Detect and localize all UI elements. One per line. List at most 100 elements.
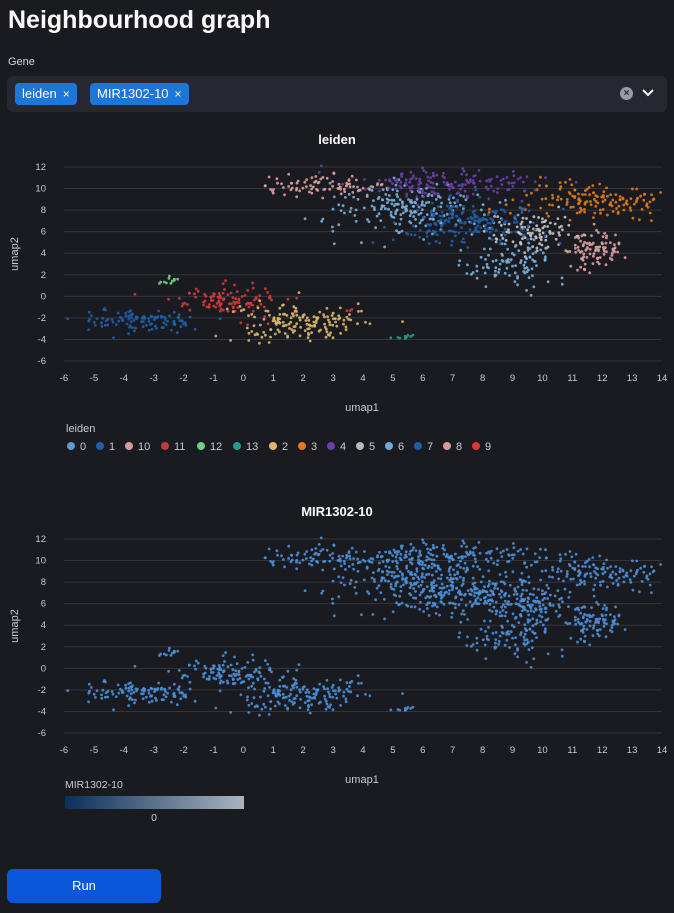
data-point	[383, 225, 386, 229]
data-point	[311, 185, 315, 189]
data-point	[597, 603, 600, 606]
data-point	[611, 198, 615, 202]
data-point	[297, 663, 301, 666]
data-point	[565, 572, 569, 576]
clear-circle-icon[interactable]: ×	[620, 87, 633, 100]
data-point	[392, 593, 396, 596]
data-point	[164, 690, 167, 693]
data-point	[561, 600, 564, 604]
x-tick-label: 13	[627, 745, 638, 756]
data-point	[403, 334, 407, 338]
data-point	[448, 555, 452, 559]
data-point	[511, 185, 515, 188]
chevron-down-icon[interactable]	[641, 85, 655, 101]
data-point	[532, 285, 536, 289]
data-point	[106, 695, 110, 699]
data-point	[488, 602, 492, 606]
data-point	[301, 558, 305, 562]
data-point	[278, 678, 282, 682]
legend-marker	[356, 442, 364, 450]
data-point	[514, 636, 517, 639]
data-point	[283, 704, 287, 707]
data-point	[332, 543, 336, 547]
data-point	[579, 611, 582, 615]
data-point	[473, 601, 476, 605]
data-point	[348, 185, 352, 189]
data-point	[512, 181, 516, 185]
data-point	[476, 565, 480, 569]
data-point	[140, 692, 143, 696]
data-point	[127, 317, 131, 321]
data-point	[463, 241, 466, 244]
data-point	[479, 580, 483, 584]
data-point	[307, 705, 310, 708]
data-point	[344, 328, 348, 332]
data-point	[608, 257, 612, 260]
data-point	[168, 686, 172, 690]
data-point	[408, 558, 411, 561]
data-point	[515, 597, 519, 601]
data-point	[307, 333, 310, 336]
data-point	[498, 238, 502, 242]
run-button[interactable]: Run	[7, 869, 161, 903]
data-point	[92, 320, 96, 324]
data-point	[410, 233, 413, 237]
data-point	[131, 698, 134, 701]
data-point	[613, 618, 617, 622]
data-point	[478, 195, 482, 199]
data-point	[487, 569, 491, 573]
data-point	[116, 311, 120, 315]
data-point	[596, 567, 599, 571]
data-point	[149, 314, 153, 318]
data-point	[459, 187, 462, 191]
data-point	[381, 570, 384, 574]
data-point	[386, 201, 389, 204]
data-point	[193, 699, 197, 703]
data-point	[311, 324, 314, 328]
chip-remove-icon[interactable]: ×	[62, 87, 70, 101]
data-point	[502, 580, 505, 584]
data-point	[483, 589, 486, 593]
data-point	[409, 209, 412, 213]
data-point	[304, 557, 308, 560]
data-point	[406, 604, 410, 608]
data-point	[575, 211, 579, 215]
data-point	[551, 568, 555, 572]
data-point	[120, 317, 124, 320]
data-point	[356, 674, 360, 678]
data-point	[548, 231, 552, 234]
data-point	[256, 705, 259, 708]
data-point	[87, 310, 91, 314]
data-point	[384, 565, 388, 568]
data-point	[399, 186, 403, 190]
data-point	[381, 560, 385, 563]
data-point	[588, 624, 592, 628]
chip-leiden[interactable]: leiden ×	[15, 83, 77, 105]
data-point	[331, 556, 334, 560]
y-tick-label: 0	[41, 291, 46, 302]
gene-multiselect[interactable]: leiden × MIR1302-10 × ×	[7, 76, 667, 112]
data-point	[395, 193, 399, 196]
data-point	[462, 207, 465, 210]
chip-remove-icon[interactable]: ×	[174, 87, 182, 101]
data-point	[595, 256, 599, 260]
data-point	[522, 605, 525, 609]
data-point	[525, 266, 529, 269]
data-point	[574, 180, 578, 184]
data-point	[225, 679, 229, 683]
data-point	[588, 619, 592, 623]
data-point	[592, 563, 595, 567]
legend-label: 6	[398, 441, 404, 453]
data-point	[588, 252, 592, 256]
data-point	[422, 567, 425, 571]
data-point	[581, 629, 584, 632]
chip-mir1302-10[interactable]: MIR1302-10 ×	[90, 83, 189, 105]
data-point	[532, 215, 536, 219]
data-point	[127, 704, 130, 707]
data-point	[483, 271, 487, 275]
data-point	[568, 192, 572, 196]
data-point	[500, 233, 503, 237]
data-point	[501, 626, 504, 629]
data-point	[224, 651, 228, 655]
data-point	[234, 669, 238, 672]
